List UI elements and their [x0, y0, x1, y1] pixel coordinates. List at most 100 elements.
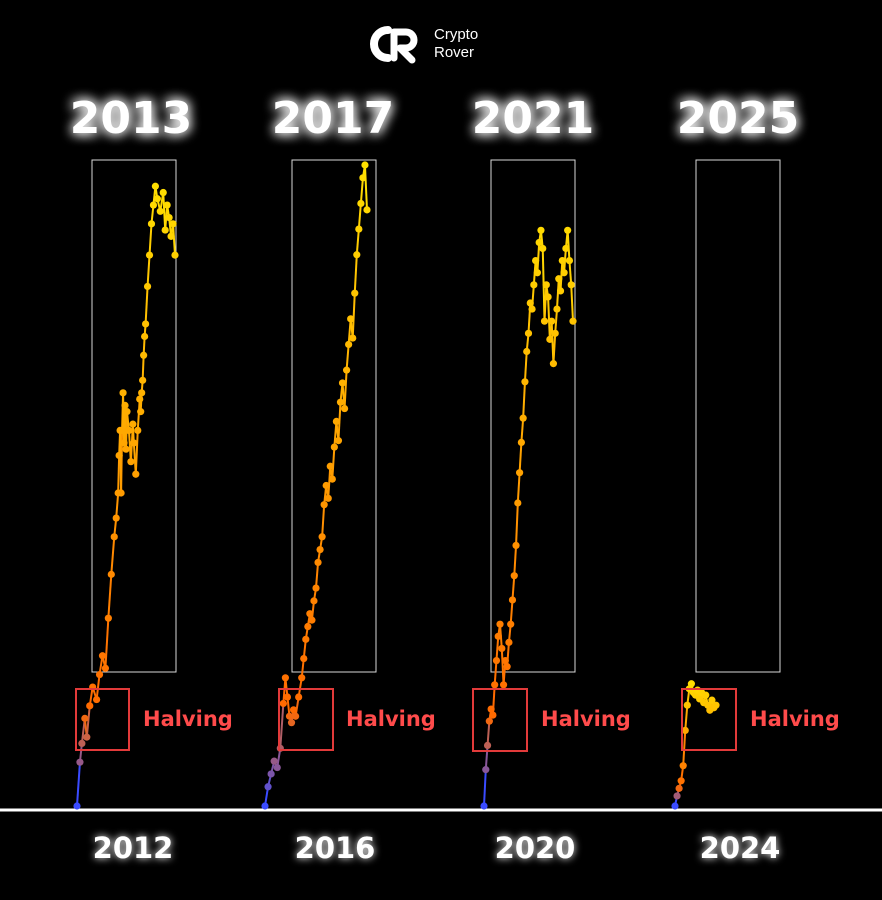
price-point [482, 766, 490, 774]
price-point [270, 757, 278, 765]
price-point [104, 614, 112, 622]
price-segment [315, 562, 320, 589]
price-point [73, 802, 81, 810]
cycle-box [695, 159, 781, 673]
halving-year-label: 2020 [495, 831, 576, 865]
price-segment [516, 472, 521, 504]
price-segment [509, 599, 514, 625]
price-point [326, 462, 334, 470]
price-point [675, 784, 683, 792]
price-point [519, 414, 527, 422]
price-point [165, 213, 173, 222]
price-point [137, 408, 145, 416]
price-point [328, 475, 336, 483]
price-point [361, 161, 369, 169]
price-point [285, 712, 294, 720]
price-point [498, 644, 506, 653]
price-point [112, 514, 120, 522]
price-segment [559, 260, 564, 291]
price-segment [495, 636, 500, 661]
price-point [136, 395, 144, 403]
price-point [359, 174, 367, 182]
price-point [134, 426, 142, 434]
price-point [151, 182, 159, 190]
price-point [530, 281, 538, 289]
price-segment [552, 333, 557, 364]
price-point [537, 226, 545, 234]
price-segment [120, 430, 124, 494]
price-point [121, 401, 129, 409]
price-segment [484, 745, 489, 770]
peak-year-label: 2013 [70, 93, 192, 144]
price-segment [148, 223, 153, 256]
price-point [683, 701, 691, 709]
price-point [159, 188, 167, 197]
price-segment [353, 254, 358, 294]
price-segment [682, 730, 687, 766]
price-point [485, 717, 493, 725]
price-point [127, 458, 135, 466]
price-point [267, 770, 275, 778]
price-point [125, 426, 133, 434]
price-point [140, 351, 148, 359]
price-point [302, 635, 310, 643]
price-point [501, 656, 509, 665]
price-point [679, 762, 687, 770]
price-point [308, 616, 316, 624]
price-point [76, 758, 84, 766]
price-point [143, 282, 152, 291]
price-point [279, 699, 287, 708]
price-point [264, 783, 272, 791]
price-point [345, 340, 353, 349]
halving-box [75, 688, 130, 751]
price-point [171, 251, 179, 259]
price-segment [483, 769, 487, 807]
price-point [494, 632, 502, 640]
halving-year-label: 2024 [700, 831, 781, 865]
price-segment [110, 536, 116, 575]
price-point [351, 289, 359, 297]
brand-name-line2: Rover [434, 44, 475, 61]
price-point [512, 541, 520, 550]
price-point [492, 656, 501, 665]
price-point [533, 269, 542, 277]
halving-box [472, 688, 528, 752]
price-point [132, 470, 140, 478]
price-point [138, 389, 146, 397]
price-point [167, 232, 175, 240]
cycle-box [291, 159, 377, 673]
price-point [528, 305, 536, 313]
price-point [353, 251, 361, 259]
price-point [330, 443, 338, 451]
price-point [298, 674, 306, 682]
price-point [141, 332, 149, 341]
price-segment [321, 504, 326, 537]
brand-name-line1: Crypto [434, 26, 479, 43]
price-point [546, 335, 554, 343]
price-point [483, 741, 492, 750]
price-segment [279, 703, 285, 749]
price-point [304, 622, 312, 631]
price-segment [85, 705, 91, 738]
price-segment [115, 492, 120, 519]
price-segment [486, 721, 491, 746]
price-point [347, 315, 355, 323]
price-point [532, 257, 540, 265]
price-point [156, 207, 164, 215]
price-segment [536, 242, 541, 273]
peak-year-label: 2025 [677, 93, 799, 144]
price-point [687, 680, 696, 688]
halving-label: Halving [750, 707, 840, 731]
price-point [503, 663, 511, 671]
price-point [562, 244, 570, 253]
price-point [702, 691, 710, 699]
price-point [318, 533, 326, 541]
halving-label: Halving [143, 707, 233, 731]
price-point [677, 777, 685, 785]
price-point [548, 317, 556, 325]
price-segment [327, 466, 332, 499]
price-point [281, 674, 289, 682]
price-point [81, 714, 89, 722]
price-segment [76, 762, 81, 807]
